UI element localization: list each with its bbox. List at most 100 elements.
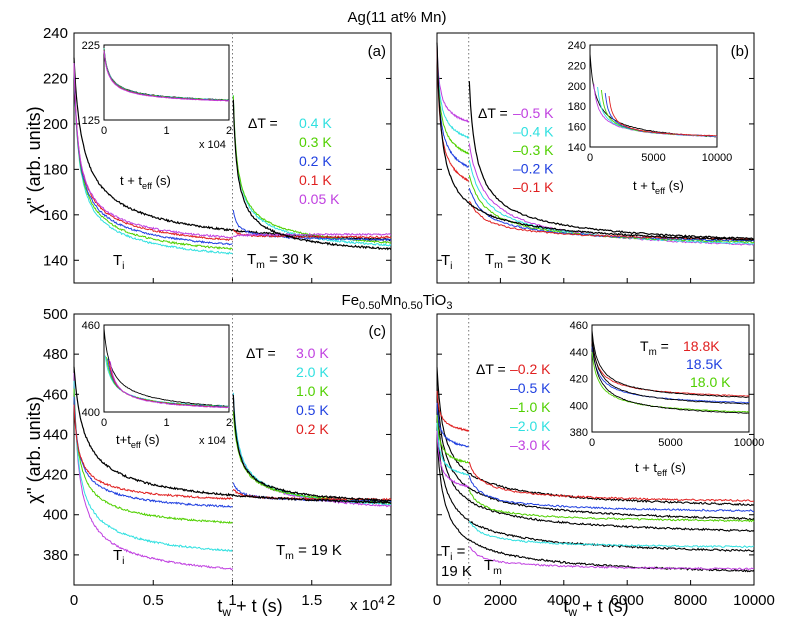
inset-xlabel: t + teff (s) [633,178,684,196]
legend-item: –0.5 K [513,105,554,121]
inset-y-tick: 400 [82,407,100,419]
x-tick-label: 0 [433,592,441,609]
inset-y-tick: 125 [82,115,100,127]
x-tick-label: 6000 [611,592,644,609]
legend-item: 0.4 K [299,115,332,131]
inset-y-tick: 400 [570,400,588,412]
inset-frame [591,324,750,433]
x-tick-label: 2000 [484,592,517,609]
y-tick-label: 460 [43,386,68,403]
series-line-reference-after [232,394,392,503]
series-line-reference [436,418,755,553]
series-line-before [436,44,470,168]
ylabel-top: χ'' (arb. units) [24,106,44,213]
panel-label: (a) [368,43,386,60]
series-line-before [73,63,233,255]
legend-item: 0.2 K [296,421,329,437]
inset-series-line-reference [591,329,750,398]
series-line-reference [436,42,755,241]
inset-y-tick: 200 [568,81,586,93]
x-tick-label: 1 [228,592,236,609]
annotation-tm: Tm = 30 K [247,251,313,271]
inset-xlabel: t + teff (s) [120,173,171,191]
x-tick-label: 2 [387,592,395,609]
inset-y-tick: 420 [570,374,588,386]
series-line-reference-after [232,99,392,251]
series-line-after [468,461,755,502]
series-line-reference [73,57,392,242]
annotation-ti: Ti [441,252,453,272]
annotation-ti: Ti [113,547,125,567]
inset-series-line [591,341,750,397]
legend-title: ΔT = [476,361,506,377]
series-line-before [436,402,469,448]
inset-series-line [591,351,750,413]
annotation-ti: Ti = [441,543,466,563]
legend-item: –2.0 K [510,418,551,434]
series-line-before [436,430,470,488]
panel-a: 140 160 180 200 220 240 (a) ΔT = 0.4 K 0.3 K 0.2 K… [43,25,392,284]
legend-item: –0.5 K [510,380,551,396]
inset-y-tick: 180 [568,101,586,113]
series-line-before [436,44,470,123]
inset-y-tick: 160 [568,122,586,134]
x-tick-label: 10000 [733,592,775,609]
series-line-before [73,372,233,571]
series-line-after [232,229,392,239]
y-tick-label: 400 [43,507,68,524]
inset-x-tick: 2 [226,417,232,429]
x-tick-label: 8000 [674,592,707,609]
legend-title: ΔT = [478,105,508,121]
legend-item: –0.3 K [513,142,554,158]
x-tick-label: 4000 [547,592,580,609]
y-tick-label: 240 [43,25,68,42]
inset-series-line-reference [591,335,750,405]
xlabel-right: tw + t (s) [563,596,628,619]
inset-frame [589,44,718,148]
legend-item: –0.1 K [513,179,554,195]
series-line-reference-after [468,81,755,240]
inset-x-tick: 5000 [658,437,682,449]
inset-x-tick: 1 [163,417,169,429]
series-line-after [468,175,755,244]
inset-legend-item: 18.8K [683,338,720,354]
inset-x-tick: 1 [163,125,169,137]
series-line-reference [436,434,755,573]
legend-item: 0.1 K [299,172,332,188]
y-tick-label: 420 [43,467,68,484]
legend-item: 0.5 K [296,402,329,418]
inset-xlabel: t + teff (s) [635,460,686,478]
legend-item: 0.2 K [299,153,332,169]
series-line-before [73,404,233,501]
annotation-tm: Tm [484,557,502,577]
legend-item: –1.0 K [510,399,551,415]
series-line-before [436,422,470,477]
legend-item: –0.2 K [513,161,554,177]
series-line-after [468,475,754,512]
series-line-after [468,520,755,549]
legend-item: –3.0 K [510,437,551,453]
series-line-reference [436,366,755,507]
xscale-note: x 104 [350,595,384,614]
inset-xscale: x 104 [199,139,226,151]
plot-frame [436,313,755,586]
y-tick-label: 180 [43,161,68,178]
inset-frame [103,324,230,413]
y-tick-label: 500 [43,306,68,323]
inset-series-line [608,96,718,137]
series-line-before [436,390,470,432]
annotation-tm: Tm = 30 K [485,251,551,271]
inset-x-tick: 0 [589,437,595,449]
panel-label: (b) [731,43,749,60]
series-line-before [436,414,469,464]
inset-legend-item: 18.5K [686,356,723,372]
annotation-tm: Tm = 19 K [276,542,342,562]
series-line-before [73,63,233,239]
inset-series-line [591,346,749,404]
inset-legend-title: Tm = [640,338,669,358]
series-line-after [468,489,755,523]
annotation-ti: Ti [113,252,125,272]
inset-y-tick: 440 [570,347,588,359]
plot-frame [436,32,755,284]
